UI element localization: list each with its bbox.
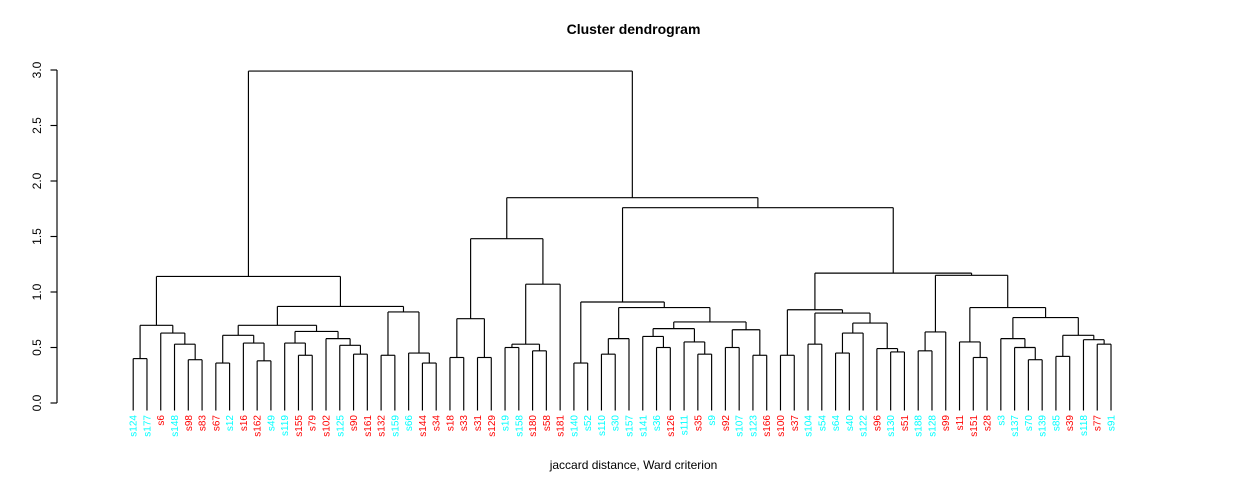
- leaf-label: s18: [445, 415, 456, 432]
- leaf-label: s9: [707, 415, 718, 426]
- leaf-label: s139: [1038, 415, 1049, 437]
- y-axis-tick-label: 1.5: [30, 228, 44, 245]
- leaf-label: s130: [886, 415, 897, 437]
- leaf-label: s34: [432, 415, 443, 432]
- leaf-label: s6: [156, 415, 167, 426]
- leaf-label: s30: [611, 415, 622, 432]
- leaf-label: s140: [569, 415, 580, 437]
- leaf-label: s151: [969, 415, 980, 437]
- y-axis-tick-label: 0.5: [30, 339, 44, 356]
- x-axis-label: jaccard distance, Ward criterion: [549, 458, 718, 472]
- leaf-label: s98: [184, 415, 195, 432]
- leaf-label: s102: [322, 415, 333, 437]
- leaf-label: s58: [542, 415, 553, 432]
- y-axis-tick-label: 0.0: [30, 394, 44, 411]
- leaf-label: s181: [556, 415, 567, 437]
- leaf-label: s119: [280, 415, 291, 436]
- leaf-label: s104: [804, 415, 815, 437]
- leaf-label: s92: [721, 415, 732, 432]
- leaf-label: s3: [996, 415, 1007, 426]
- leaf-label: s52: [583, 415, 594, 432]
- leaf-label: s79: [308, 415, 319, 432]
- leaf-label: s132: [377, 415, 388, 437]
- leaf-label: s159: [390, 415, 401, 437]
- leaf-label: s90: [349, 415, 360, 432]
- leaf-label: s144: [418, 415, 429, 437]
- leaf-label: s111: [680, 415, 691, 436]
- leaf-label: s12: [225, 415, 236, 432]
- leaf-label: s162: [253, 415, 264, 437]
- leaf-label: s118: [1079, 415, 1090, 436]
- leaf-label: s100: [776, 415, 787, 437]
- leaf-label: s35: [693, 415, 704, 432]
- leaf-label: s31: [473, 415, 484, 432]
- y-axis-tick-label: 1.0: [30, 283, 44, 300]
- leaf-label: s141: [638, 415, 649, 437]
- leaf-label: s11: [955, 415, 966, 431]
- leaf-label: s33: [459, 415, 470, 432]
- leaf-label: s110: [597, 415, 608, 436]
- leaf-label: s91: [1107, 415, 1118, 432]
- leaf-label: s28: [983, 415, 994, 432]
- leaf-label: s137: [1010, 415, 1021, 437]
- leaf-label: s125: [335, 415, 346, 437]
- leaf-label: s188: [914, 415, 925, 437]
- y-axis-tick-label: 2.0: [30, 172, 44, 189]
- leaf-label: s40: [845, 415, 856, 432]
- leaf-label: s16: [239, 415, 250, 432]
- leaf-label: s36: [652, 415, 663, 432]
- leaf-label: s77: [1093, 415, 1104, 432]
- leaf-label: s123: [748, 415, 759, 437]
- leaf-label: s67: [211, 415, 222, 432]
- leaf-label: s180: [528, 415, 539, 437]
- leaf-label: s85: [1051, 415, 1062, 432]
- leaf-label: s51: [900, 415, 911, 432]
- leaf-label: s19: [501, 415, 512, 432]
- leaf-label: s166: [762, 415, 773, 437]
- leaf-label: s148: [170, 415, 181, 437]
- leaf-label: s122: [859, 415, 870, 437]
- leaf-label: s155: [294, 415, 305, 437]
- leaf-label: s70: [1024, 415, 1035, 432]
- leaf-label: s107: [735, 415, 746, 437]
- leaf-label: s37: [790, 415, 801, 432]
- leaf-label: s49: [266, 415, 277, 432]
- leaf-label: s96: [872, 415, 883, 432]
- leaf-label: s126: [666, 415, 677, 437]
- leaf-label: s177: [142, 415, 153, 437]
- leaf-label: s64: [831, 415, 842, 432]
- leaf-label: s157: [624, 415, 635, 437]
- leaf-label: s39: [1065, 415, 1076, 432]
- leaf-label: s54: [817, 415, 828, 432]
- leaf-label: s128: [927, 415, 938, 437]
- leaf-label: s83: [198, 415, 209, 432]
- leaf-label: s158: [514, 415, 525, 437]
- leaf-label: s99: [941, 415, 952, 432]
- leaf-label: s129: [487, 415, 498, 437]
- leaf-label: s124: [129, 415, 140, 437]
- y-axis-tick-label: 3.0: [30, 61, 44, 78]
- leaf-label: s161: [363, 415, 374, 437]
- chart-title: Cluster dendrogram: [566, 21, 701, 37]
- leaf-label: s66: [404, 415, 415, 432]
- y-axis-tick-label: 2.5: [30, 117, 44, 134]
